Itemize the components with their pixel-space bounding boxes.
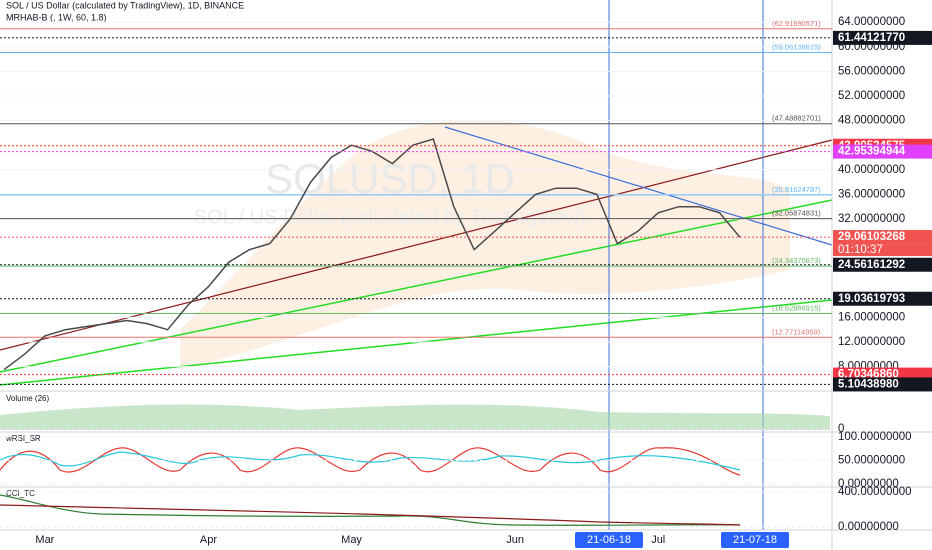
level-label: (32.05874831)	[772, 209, 821, 218]
x-tick-label: Jul	[651, 534, 665, 546]
rsi-signal	[0, 451, 741, 471]
pane-title: wRSI_SR	[5, 434, 41, 443]
y-tick-label: 52.00000000	[838, 90, 905, 102]
price-tag-label: 42.95394944	[838, 146, 906, 158]
level-label: (24.34370873)	[772, 256, 821, 265]
level-label: (16.62866915)	[772, 304, 821, 313]
price-tag-label: 61.44121770	[838, 32, 905, 44]
pane-tick-label: 100.00000000	[838, 431, 912, 443]
y-tick-label: 12.00000000	[838, 336, 905, 348]
price-tag-label: 19.03619793	[838, 293, 905, 305]
cci-signal	[0, 504, 741, 526]
y-tick-label: 64.00000000	[838, 16, 905, 28]
pane-tick-label: 50.00000000	[838, 455, 905, 467]
pane-tick-label: 0.00000000	[838, 521, 899, 533]
rsi-line	[0, 447, 741, 476]
date-marker-bg	[575, 532, 643, 548]
price-tag-label: 29.06103268	[838, 231, 906, 243]
level-label: (62.91690571)	[772, 19, 821, 28]
price-tag	[833, 291, 932, 306]
y-tick-label: 40.00000000	[838, 164, 905, 176]
date-marker-bg	[721, 532, 789, 548]
cci-line	[0, 494, 741, 526]
x-tick-label: Jun	[506, 534, 524, 546]
y-tick-label: 56.00000000	[838, 65, 905, 77]
price-tag-label: 24.56161292	[838, 259, 905, 271]
date-marker: 21-06-18	[587, 534, 631, 546]
watermark-sub: SOL / US Dollar (calculated by TradingVi…	[194, 206, 586, 228]
level-label: (35.91624787)	[772, 185, 821, 194]
price-tag	[833, 377, 932, 392]
date-marker: 21-07-18	[733, 534, 777, 546]
y-tick-label: 36.00000000	[838, 188, 905, 200]
level-label: (12.77114959)	[772, 327, 821, 336]
price-tag	[833, 230, 932, 245]
level-label: (59.06138615)	[772, 43, 821, 52]
x-tick-label: Mar	[35, 534, 54, 546]
level-label: (47.48882701)	[772, 114, 821, 123]
pane-tick-label: 0	[838, 423, 844, 435]
pane-title: Volume (26)	[6, 394, 49, 403]
price-tag	[833, 144, 932, 159]
price-tag	[833, 257, 932, 272]
trend-line	[0, 139, 833, 351]
chart-title: SOL / US Dollar (calculated by TradingVi…	[6, 0, 244, 10]
volume-area	[0, 404, 830, 430]
price-tag	[833, 30, 932, 45]
x-tick-label: May	[341, 534, 362, 546]
y-tick-label: 48.00000000	[838, 115, 905, 127]
indicator-label: MRHAB-B (, 1W, 60, 1.8)	[6, 12, 107, 22]
trend-line	[0, 199, 833, 373]
trend-line	[444, 126, 833, 246]
pane-tick-label: 0.00000000	[838, 478, 899, 490]
y-tick-label: 32.00000000	[838, 213, 905, 225]
cloud-band	[180, 120, 790, 370]
pane-title: CCI_TC	[6, 489, 35, 498]
pane-tick-label: 400.00000000	[838, 486, 912, 498]
countdown: 01:10:37	[838, 244, 883, 256]
x-tick-label: Apr	[200, 534, 217, 546]
price-tag-label: 5.10438980	[838, 378, 899, 390]
y-tick-label: 16.00000000	[838, 311, 905, 323]
countdown-bg	[833, 244, 932, 257]
